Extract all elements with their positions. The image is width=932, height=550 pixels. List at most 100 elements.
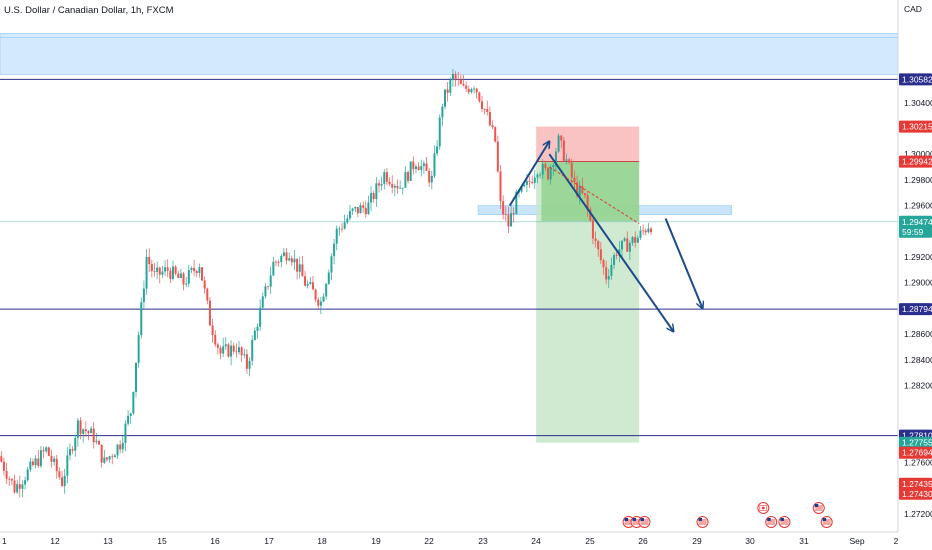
candle-body xyxy=(620,240,623,250)
price-badge-text: 1.29474 xyxy=(902,217,932,227)
us-flag-icon[interactable] xyxy=(765,516,778,528)
candle-body xyxy=(208,300,211,326)
candle-body xyxy=(343,222,346,229)
candle-body xyxy=(253,330,256,340)
candle-body xyxy=(277,261,280,263)
candle-body xyxy=(267,286,270,288)
level-price-badge xyxy=(899,73,932,86)
candle-body xyxy=(338,228,341,230)
candle-body xyxy=(224,344,227,347)
candle-body xyxy=(290,258,293,263)
candle-body xyxy=(79,420,82,434)
candle-body xyxy=(222,346,225,354)
time-tick-label: 31 xyxy=(799,536,809,546)
candle-body xyxy=(404,172,407,188)
us-flag-icon[interactable] xyxy=(820,516,833,528)
price-tick-label: 1.29000 xyxy=(904,278,932,288)
candle-body xyxy=(351,208,354,211)
events-layer[interactable] xyxy=(622,502,833,528)
price-tick-label: 1.28200 xyxy=(904,381,932,391)
candle-body xyxy=(462,83,465,86)
candle-body xyxy=(211,325,214,336)
candle-body xyxy=(129,413,132,416)
time-tick-label: 24 xyxy=(531,536,541,546)
candle-body xyxy=(528,181,531,182)
candle-body xyxy=(240,347,243,356)
candle-body xyxy=(219,347,222,354)
candle-body xyxy=(264,286,267,297)
arrow-down-2 xyxy=(664,218,703,308)
candle-body xyxy=(187,269,190,284)
candle-body xyxy=(494,126,497,142)
candle-body xyxy=(76,420,79,439)
candle-body xyxy=(560,135,563,141)
candle-body xyxy=(623,238,626,241)
candle-body xyxy=(359,205,362,214)
candle-body xyxy=(591,220,594,239)
candle-body xyxy=(488,112,491,126)
candle-body xyxy=(557,135,560,152)
candle-body xyxy=(61,477,64,486)
candle-body xyxy=(161,271,164,275)
candle-body xyxy=(541,164,544,175)
candle-body xyxy=(280,255,283,263)
candle-body xyxy=(465,85,468,89)
candle-body xyxy=(549,167,552,180)
candle-body xyxy=(512,213,515,214)
candle-body xyxy=(372,193,375,200)
candle-body xyxy=(269,275,272,287)
candle-body xyxy=(401,187,404,189)
candle-body xyxy=(407,172,410,181)
candle-body xyxy=(523,184,526,187)
candle-body xyxy=(539,174,542,176)
candle-body xyxy=(391,184,394,188)
us-flag-icon[interactable] xyxy=(812,502,825,514)
flag-canton xyxy=(624,518,629,521)
candle-body xyxy=(420,166,423,171)
candle-body xyxy=(602,260,605,268)
candle-body xyxy=(311,282,314,290)
candle-body xyxy=(480,101,483,110)
ca-flag-icon[interactable] xyxy=(757,502,770,514)
candle-body xyxy=(457,79,460,81)
candle-body xyxy=(599,249,602,261)
candle-body xyxy=(298,264,301,272)
candle-body xyxy=(272,261,275,276)
candle-body xyxy=(451,73,454,80)
us-flag-icon[interactable] xyxy=(696,516,709,528)
us-flag-icon[interactable] xyxy=(778,516,791,528)
us-flag-icon[interactable] xyxy=(638,516,651,528)
candle-body xyxy=(375,183,378,200)
candle-body xyxy=(388,181,391,185)
candle-body xyxy=(631,236,634,244)
candle-body xyxy=(346,218,349,223)
level-price-text: 1.27810 xyxy=(902,431,932,441)
level-price-text: 1.28794 xyxy=(902,304,932,314)
candle-body xyxy=(206,288,209,301)
candle-body xyxy=(282,252,285,256)
candle-body xyxy=(288,258,291,261)
candle-body xyxy=(536,174,539,178)
candle-body xyxy=(362,205,365,208)
time-axis[interactable]: 1 12 13 15 16 17 18 19 22 23 24 25 26 29 30 31 Sep 2 xyxy=(2,536,899,546)
time-tick-label: 22 xyxy=(424,536,434,546)
candle-body xyxy=(87,431,90,434)
price-badge xyxy=(899,155,932,168)
candle-body xyxy=(446,89,449,93)
candle-body xyxy=(636,237,639,243)
candle-body xyxy=(232,345,235,352)
price-badge-text: 1.29942 xyxy=(902,157,932,167)
candle-body xyxy=(193,267,196,272)
candle-body xyxy=(63,475,66,486)
candle-body xyxy=(613,255,616,265)
time-tick-label: 12 xyxy=(50,536,60,546)
candle-body xyxy=(92,428,95,443)
flag-canton xyxy=(767,518,771,521)
time-tick-label: 17 xyxy=(264,536,274,546)
price-tick-label: 1.28600 xyxy=(904,329,932,339)
time-tick-label: 13 xyxy=(103,536,113,546)
candle-body xyxy=(570,162,573,178)
candle-body xyxy=(584,193,586,196)
flag-leaf xyxy=(761,506,765,510)
